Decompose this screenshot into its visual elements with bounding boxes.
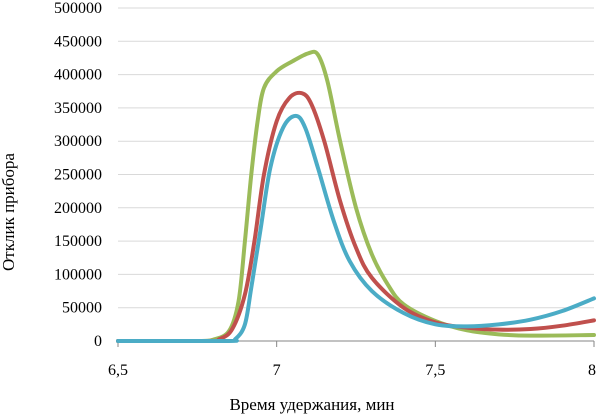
y-tick-label: 50000: [62, 300, 102, 317]
x-tick-label: 7,5: [425, 362, 445, 379]
x-tick-label: 6,5: [108, 362, 128, 379]
x-axis-label: Время удержания, мин: [229, 395, 394, 414]
series-line-1: [116, 49, 596, 344]
series-lines: [116, 49, 596, 344]
y-axis-ticks: 0 50000 100000 150000 200000 250000 300000 3500…: [54, 0, 102, 350]
y-axis-label: Отклик прибора: [0, 153, 18, 271]
series-line-2: [116, 90, 596, 344]
y-tick-label: 350000: [54, 100, 102, 117]
y-tick-label: 450000: [54, 33, 102, 50]
x-axis-ticks: 6,5 7 7,5 8: [108, 341, 596, 379]
y-tick-label: 400000: [54, 67, 102, 84]
y-tick-label: 200000: [54, 200, 102, 217]
y-tick-label: 300000: [54, 133, 102, 150]
y-tick-label: 0: [94, 333, 102, 350]
x-tick-label: 8: [588, 362, 596, 379]
y-tick-label: 100000: [54, 266, 102, 283]
y-tick-label: 500000: [54, 0, 102, 17]
series-line-3: [116, 113, 596, 343]
y-tick-label: 250000: [54, 167, 102, 184]
gridlines: [118, 7, 594, 309]
x-tick-label: 7: [273, 362, 281, 379]
y-tick-label: 150000: [54, 233, 102, 250]
